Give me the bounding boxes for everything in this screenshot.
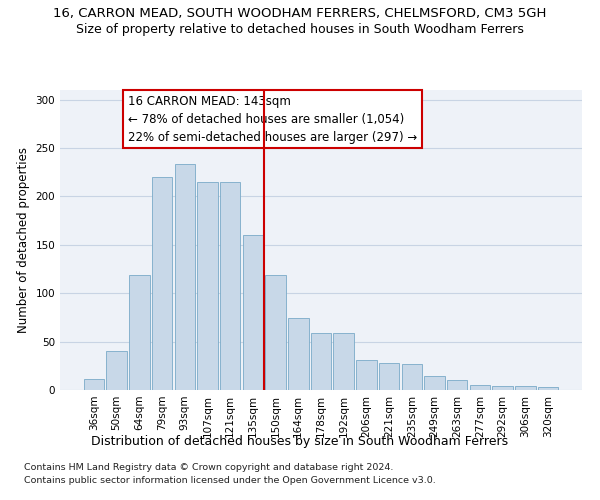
Bar (470, 385, 490, 390)
Bar (334, 333, 354, 390)
Bar (424, 376, 445, 390)
Bar (175, 164, 195, 390)
Text: Contains public sector information licensed under the Open Government Licence v3: Contains public sector information licen… (24, 476, 436, 485)
Bar (447, 380, 467, 390)
Text: Size of property relative to detached houses in South Woodham Ferrers: Size of property relative to detached ho… (76, 22, 524, 36)
Text: Contains HM Land Registry data © Crown copyright and database right 2024.: Contains HM Land Registry data © Crown c… (24, 464, 394, 472)
Bar (401, 364, 422, 390)
Y-axis label: Number of detached properties: Number of detached properties (17, 147, 30, 333)
Bar (356, 360, 377, 390)
Bar (493, 386, 513, 390)
Bar (311, 333, 331, 390)
Bar (106, 352, 127, 390)
Bar (515, 386, 536, 390)
Text: 16, CARRON MEAD, SOUTH WOODHAM FERRERS, CHELMSFORD, CM3 5GH: 16, CARRON MEAD, SOUTH WOODHAM FERRERS, … (53, 8, 547, 20)
Bar (152, 177, 172, 390)
Bar (220, 182, 241, 390)
Bar (288, 318, 308, 390)
Bar (379, 363, 400, 390)
Text: 16 CARRON MEAD: 143sqm
← 78% of detached houses are smaller (1,054)
22% of semi-: 16 CARRON MEAD: 143sqm ← 78% of detached… (128, 94, 417, 144)
Bar (84, 380, 104, 390)
Text: Distribution of detached houses by size in South Woodham Ferrers: Distribution of detached houses by size … (91, 435, 509, 448)
Bar (538, 387, 558, 390)
Bar (265, 275, 286, 390)
Bar (197, 182, 218, 390)
Bar (242, 235, 263, 390)
Bar (129, 275, 149, 390)
